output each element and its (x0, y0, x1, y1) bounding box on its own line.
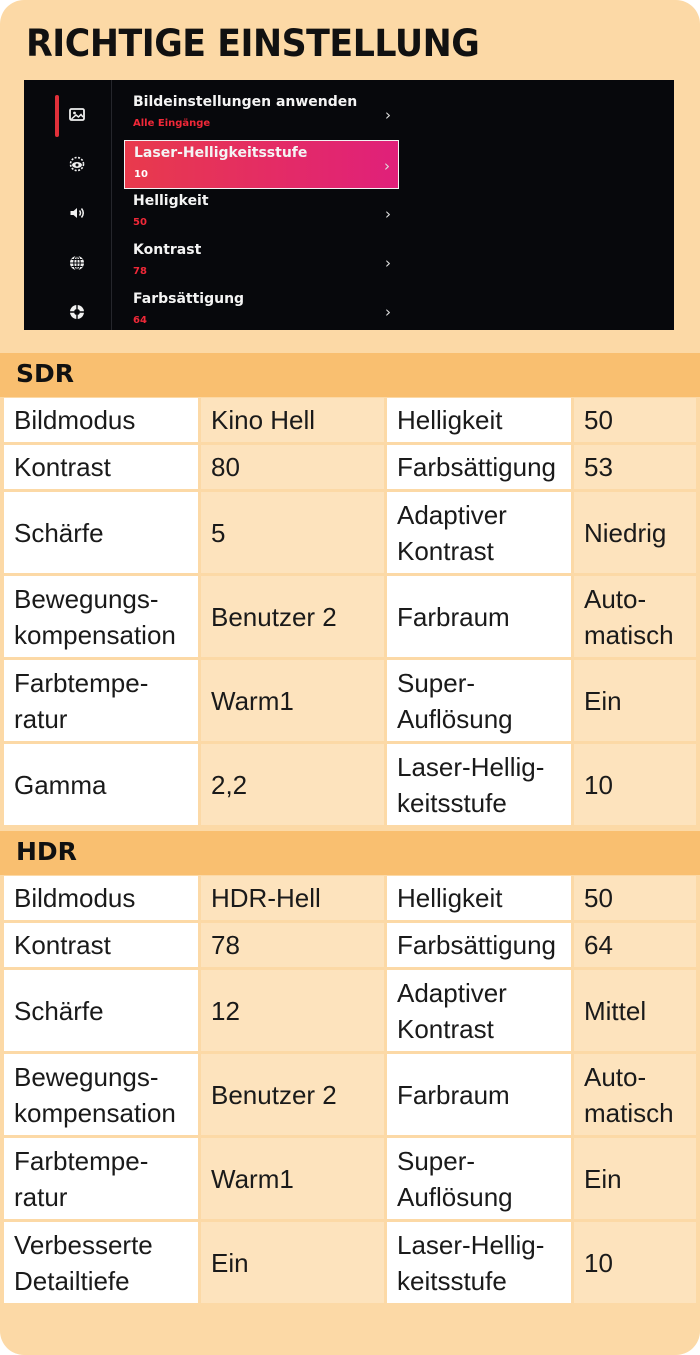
setting-name: Kontrast (4, 923, 201, 970)
menu-item-color-saturation[interactable]: Farbsättigung 64 › (124, 287, 399, 330)
setting-name: Bildmodus (4, 876, 201, 923)
sdr-section-header: SDR (0, 353, 700, 397)
setting-value: Benutzer 2 (201, 1054, 387, 1138)
page-title: RICHTIGE EINSTELLUNG (26, 22, 480, 65)
setting-name: Farbtempe-ratur (4, 1138, 201, 1222)
chevron-right-icon: › (385, 254, 391, 272)
setting-value: Warm1 (201, 1138, 387, 1222)
globe-icon[interactable] (67, 254, 87, 274)
setting-name: Farbtempe-ratur (4, 660, 201, 744)
setting-name: Gamma (4, 744, 201, 828)
menu-item-laser-brightness[interactable]: Laser-Helligkeitsstufe 10 › (124, 140, 399, 189)
setting-name: Super- Auflösung (387, 1138, 574, 1222)
picture-icon[interactable] (67, 106, 87, 126)
sdr-settings-table: Bildmodus Kino Hell Helligkeit 50 Kontrast 80… (4, 398, 696, 828)
active-indicator (55, 95, 59, 137)
setting-value: Ein (574, 660, 696, 744)
support-icon[interactable] (67, 303, 87, 323)
setting-name: Verbesserte Detailtiefe (4, 1222, 201, 1306)
setting-name: Adaptiver Kontrast (387, 492, 574, 576)
speaker-icon[interactable] (67, 204, 87, 224)
table-row: Kontrast 78 Farbsättigung 64 (4, 923, 696, 970)
chevron-right-icon: › (385, 303, 391, 321)
menu-item-label: Helligkeit (133, 193, 209, 209)
setting-name: Super- Auflösung (387, 660, 574, 744)
eye-icon[interactable] (67, 155, 87, 175)
hdr-section-header: HDR (0, 831, 700, 875)
setting-name: Helligkeit (387, 876, 574, 923)
setting-value: 12 (201, 970, 387, 1054)
setting-value: Benutzer 2 (201, 576, 387, 660)
setting-name: Laser-Hellig-keitsstufe (387, 1222, 574, 1306)
setting-name: Laser-Hellig-keitsstufe (387, 744, 574, 828)
section-title: HDR (16, 837, 77, 866)
setting-name: Schärfe (4, 970, 201, 1054)
table-row: Bildmodus HDR-Hell Helligkeit 50 (4, 876, 696, 923)
setting-value: Auto-matisch (574, 1054, 696, 1138)
menu-item-value: 78 (133, 266, 147, 277)
setting-name: Farbsättigung (387, 923, 574, 970)
setting-value: Niedrig (574, 492, 696, 576)
setting-value: 53 (574, 445, 696, 492)
hdr-settings-table: Bildmodus HDR-Hell Helligkeit 50 Kontrast 78 F… (4, 876, 696, 1306)
setting-value: 50 (574, 398, 696, 445)
table-row: Farbtempe-ratur Warm1 Super- Auflösung Ein (4, 660, 696, 744)
table-row: Verbesserte Detailtiefe Ein Laser-Hellig-ke… (4, 1222, 696, 1306)
menu-item-contrast[interactable]: Kontrast 78 › (124, 238, 399, 287)
setting-name: Adaptiver Kontrast (387, 970, 574, 1054)
setting-name: Kontrast (4, 445, 201, 492)
setting-name: Farbraum (387, 576, 574, 660)
setting-value: 50 (574, 876, 696, 923)
setting-name: Bildmodus (4, 398, 201, 445)
menu-item-label: Kontrast (133, 242, 202, 258)
menu-item-apply-picture-settings[interactable]: Bildeinstellungen anwenden Alle Eingänge… (124, 90, 399, 139)
setting-name: Schärfe (4, 492, 201, 576)
setting-value: Kino Hell (201, 398, 387, 445)
menu-item-label: Bildeinstellungen anwenden (133, 94, 358, 110)
setting-name: Bewegungs-kompensation (4, 576, 201, 660)
setting-name: Farbsättigung (387, 445, 574, 492)
setting-value: 10 (574, 1222, 696, 1306)
menu-item-label: Laser-Helligkeitsstufe (134, 145, 308, 161)
setting-value: Ein (574, 1138, 696, 1222)
setting-value: Ein (201, 1222, 387, 1306)
setting-value: Warm1 (201, 660, 387, 744)
table-row: Schärfe 5 Adaptiver Kontrast Niedrig (4, 492, 696, 576)
table-row: Bildmodus Kino Hell Helligkeit 50 (4, 398, 696, 445)
table-row: Kontrast 80 Farbsättigung 53 (4, 445, 696, 492)
menu-item-value: Alle Eingänge (133, 118, 211, 129)
setting-value: 10 (574, 744, 696, 828)
table-row: Gamma 2,2 Laser-Hellig-keitsstufe 10 (4, 744, 696, 828)
menu-item-value: 10 (134, 169, 148, 180)
menu-item-value: 64 (133, 315, 147, 326)
setting-value: 2,2 (201, 744, 387, 828)
setting-value: Mittel (574, 970, 696, 1054)
table-row: Farbtempe-ratur Warm1 Super- Auflösung Ein (4, 1138, 696, 1222)
setting-name: Helligkeit (387, 398, 574, 445)
menu-item-label: Farbsättigung (133, 291, 245, 307)
setting-value: HDR-Hell (201, 876, 387, 923)
setting-value: Auto-matisch (574, 576, 696, 660)
setting-name: Bewegungs-kompensation (4, 1054, 201, 1138)
chevron-right-icon: › (384, 157, 390, 175)
table-row: Schärfe 12 Adaptiver Kontrast Mittel (4, 970, 696, 1054)
setting-value: 78 (201, 923, 387, 970)
setting-value: 80 (201, 445, 387, 492)
menu-item-value: 50 (133, 217, 147, 228)
tv-menu-screenshot: Bildeinstellungen anwenden Alle Eingänge… (24, 80, 674, 330)
section-title: SDR (16, 359, 75, 388)
setting-name: Farbraum (387, 1054, 574, 1138)
setting-value: 5 (201, 492, 387, 576)
table-row: Bewegungs-kompensation Benutzer 2 Farbraum… (4, 576, 696, 660)
tv-menu-sidebar (24, 80, 112, 330)
chevron-right-icon: › (385, 205, 391, 223)
menu-item-brightness[interactable]: Helligkeit 50 › (124, 189, 399, 238)
table-row: Bewegungs-kompensation Benutzer 2 Farbraum… (4, 1054, 696, 1138)
chevron-right-icon: › (385, 106, 391, 124)
setting-value: 64 (574, 923, 696, 970)
